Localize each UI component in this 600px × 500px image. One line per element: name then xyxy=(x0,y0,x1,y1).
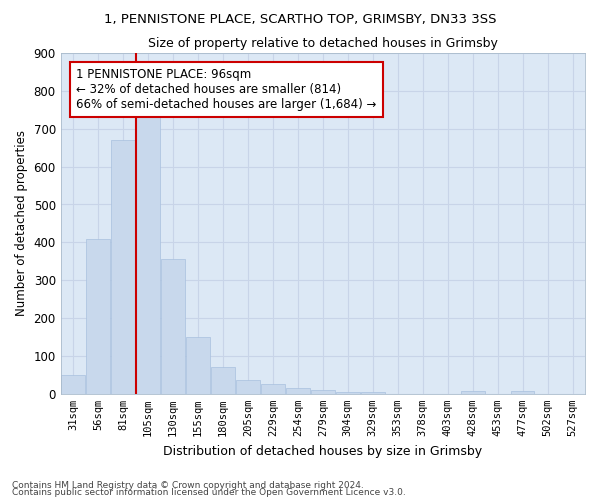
Bar xyxy=(286,388,310,394)
Bar xyxy=(161,258,185,394)
Bar xyxy=(361,392,385,394)
Y-axis label: Number of detached properties: Number of detached properties xyxy=(15,130,28,316)
Bar xyxy=(336,392,359,394)
Bar xyxy=(261,384,285,394)
Bar xyxy=(311,390,335,394)
Bar xyxy=(236,380,260,394)
Bar xyxy=(136,110,160,394)
X-axis label: Distribution of detached houses by size in Grimsby: Distribution of detached houses by size … xyxy=(163,444,482,458)
Bar xyxy=(111,140,135,394)
Text: Contains HM Land Registry data © Crown copyright and database right 2024.: Contains HM Land Registry data © Crown c… xyxy=(12,480,364,490)
Bar xyxy=(186,337,210,394)
Bar xyxy=(61,375,85,394)
Bar xyxy=(511,391,535,394)
Bar xyxy=(211,368,235,394)
Text: 1 PENNISTONE PLACE: 96sqm
← 32% of detached houses are smaller (814)
66% of semi: 1 PENNISTONE PLACE: 96sqm ← 32% of detac… xyxy=(76,68,377,112)
Bar xyxy=(86,238,110,394)
Bar xyxy=(461,391,485,394)
Text: 1, PENNISTONE PLACE, SCARTHO TOP, GRIMSBY, DN33 3SS: 1, PENNISTONE PLACE, SCARTHO TOP, GRIMSB… xyxy=(104,12,496,26)
Text: Contains public sector information licensed under the Open Government Licence v3: Contains public sector information licen… xyxy=(12,488,406,497)
Title: Size of property relative to detached houses in Grimsby: Size of property relative to detached ho… xyxy=(148,38,498,51)
